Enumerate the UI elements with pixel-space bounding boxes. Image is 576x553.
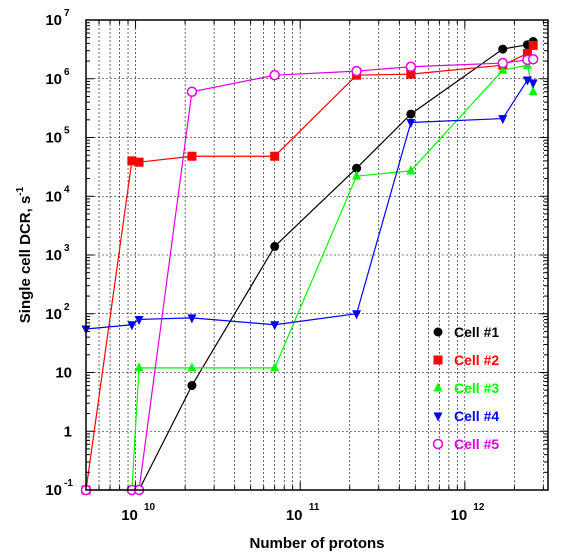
legend: Cell #1 Cell #2 Cell #3 Cell #4 Cell #5: [432, 324, 499, 452]
x-tick-label: 10: [286, 507, 303, 524]
x-tick-label: 10: [121, 507, 138, 524]
y-tick-exponent: 7: [64, 8, 70, 19]
legend-marker: [433, 382, 443, 392]
series-4: [81, 76, 538, 335]
data-point: [497, 57, 509, 69]
legend-marker: [433, 327, 443, 337]
data-point: [187, 314, 197, 324]
series-5: [80, 53, 539, 496]
series-line: [86, 58, 534, 491]
data-point: [127, 156, 137, 166]
legend-label: Cell #1: [454, 324, 499, 340]
data-point: [352, 170, 362, 180]
data-point: [406, 109, 416, 119]
data-point: [186, 86, 198, 98]
data-point: [270, 241, 280, 251]
x-tick-exponent: 11: [309, 502, 320, 513]
y-axis-title-group: Single cell DCR, s-1: [15, 186, 34, 323]
y-tick-exponent: -1: [64, 478, 73, 489]
series-2: [81, 40, 538, 495]
legend-label: Cell #3: [454, 380, 499, 396]
series-line: [85, 79, 534, 330]
data-point: [406, 165, 416, 175]
axis-ticks: [85, 20, 548, 491]
series-3: [127, 59, 538, 494]
y-tick-label: 10: [45, 12, 62, 29]
data-point: [352, 310, 362, 320]
data-point: [528, 40, 538, 50]
data-point: [134, 157, 144, 167]
data-point: [498, 44, 508, 54]
data-point: [527, 53, 539, 65]
data-point: [351, 65, 362, 77]
x-tick-exponent: 10: [144, 502, 156, 513]
data-point: [406, 69, 416, 79]
legend-label: Cell #4: [454, 408, 499, 424]
legend-marker: [433, 355, 443, 365]
y-axis-title-exponent: -1: [15, 186, 26, 195]
y-tick-label: 10: [45, 247, 62, 264]
data-point: [498, 64, 508, 74]
series-1: [134, 37, 538, 495]
y-tick-label: 10: [55, 365, 72, 382]
data-point: [187, 151, 197, 161]
data-point: [352, 163, 362, 173]
data-point: [187, 362, 197, 372]
x-tick-exponent: 12: [473, 502, 485, 513]
y-tick-label: 10: [45, 188, 62, 205]
data-point: [405, 61, 417, 73]
y-tick-exponent: 2: [64, 302, 70, 313]
y-axis-title: Single cell DCR, s-1: [15, 186, 34, 323]
data-point: [522, 48, 532, 58]
data-point: [134, 362, 144, 372]
y-tick-label: 10: [45, 130, 62, 147]
data-point: [528, 79, 538, 89]
legend-label: Cell #2: [454, 352, 499, 368]
y-tick-exponent: 5: [64, 126, 70, 137]
legend-label: Cell #5: [454, 436, 499, 452]
data-point: [187, 381, 197, 391]
data-point: [406, 119, 416, 129]
legend-marker: [433, 412, 443, 422]
data-point: [270, 362, 280, 372]
y-tick-exponent: 3: [64, 243, 70, 254]
y-tick-label: 10: [45, 482, 62, 499]
y-tick-label: 1: [64, 423, 72, 440]
data-point: [270, 321, 280, 331]
data-point: [269, 69, 280, 81]
y-tick-exponent: 4: [64, 184, 70, 195]
x-tick-label: 10: [450, 507, 467, 524]
y-tick-label: 10: [45, 306, 62, 323]
data-point: [270, 151, 280, 161]
data-point: [134, 315, 144, 325]
data-point: [528, 86, 538, 96]
series-line: [131, 64, 534, 491]
y-tick-exponent: 6: [64, 67, 70, 78]
y-tick-label: 10: [45, 71, 62, 88]
data-point: [127, 321, 137, 331]
series-layer: [80, 37, 539, 496]
x-axis-title: Number of protons: [250, 535, 385, 552]
legend-marker: [432, 438, 444, 450]
data-point: [522, 76, 532, 86]
data-point: [498, 115, 508, 125]
